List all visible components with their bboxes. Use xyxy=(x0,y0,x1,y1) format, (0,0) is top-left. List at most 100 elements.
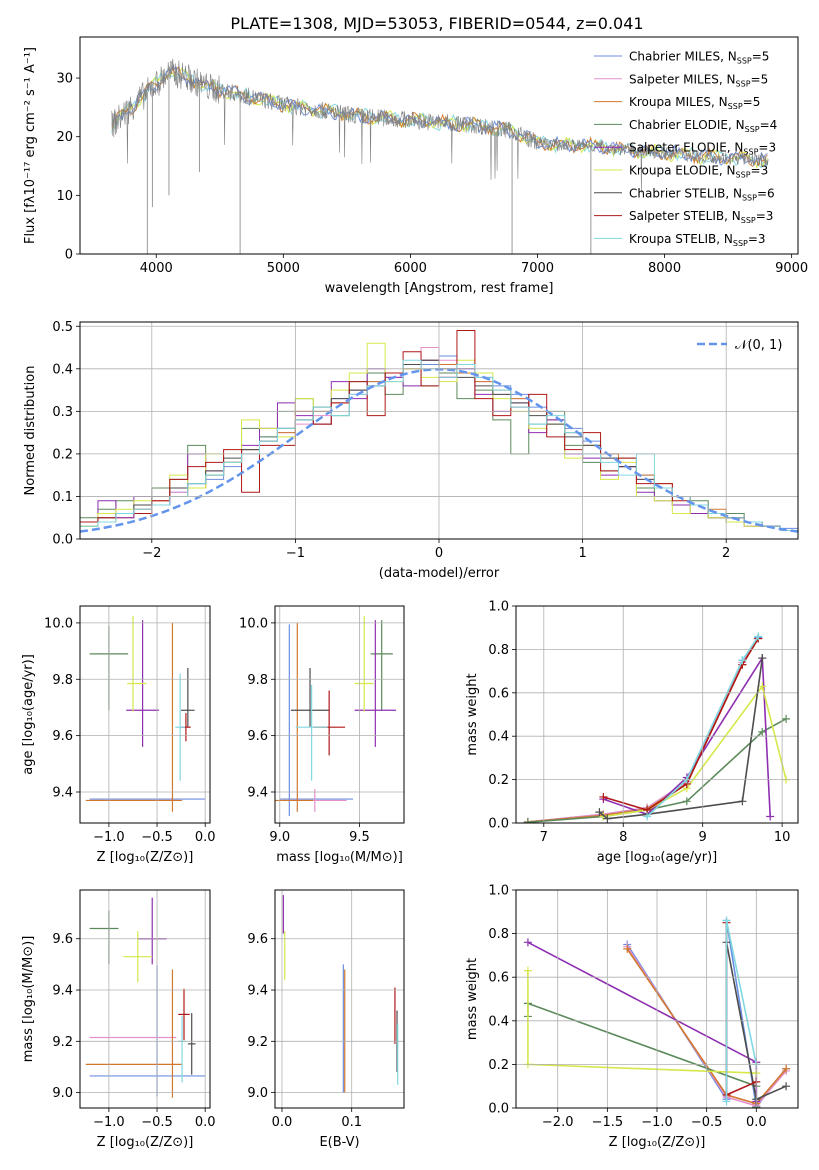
errorbar-8 xyxy=(295,684,328,781)
x-tick-label: 6000 xyxy=(394,261,427,276)
y-tick-label: 9.8 xyxy=(247,673,268,688)
x-tick-label: 4000 xyxy=(140,261,173,276)
weight-line-0 xyxy=(527,637,759,823)
weight-marker xyxy=(623,944,632,953)
x-tick-label: 0.1 xyxy=(341,1115,362,1130)
y-tick-label: 9.4 xyxy=(52,786,73,801)
errorbar-0 xyxy=(89,965,206,1097)
x-axis-label: age [log₁₀(age/yr)] xyxy=(597,850,718,865)
errorbar-5 xyxy=(127,615,147,712)
x-tick-label: −1.5 xyxy=(592,1115,624,1130)
panel-mass_vs_Z: −1.0 −0.5 0.0 9.0 9.2 9.4 9.6 Z [log₁₀(Z/Z⊙)] ma… xyxy=(21,889,216,1150)
plot-area-spectrum xyxy=(111,58,769,254)
weight-line-6 xyxy=(598,657,764,820)
y-tick-label: 0.4 xyxy=(52,362,73,377)
legend-label: Chabrier ELODIE, NSSP=4 xyxy=(629,118,777,134)
errorbar-0 xyxy=(279,624,354,816)
x-tick-label: −0.5 xyxy=(141,830,173,845)
y-tick-label: 9.8 xyxy=(52,673,73,688)
y-tick-label: 20 xyxy=(56,130,73,145)
weight-line-1 xyxy=(527,638,759,823)
axes-frame xyxy=(515,889,799,1109)
errorbar-5 xyxy=(123,931,153,983)
legend-label: Salpeter ELODIE, NSSP=3 xyxy=(629,141,776,157)
legend-label: Chabrier STELIB, NSSP=6 xyxy=(629,186,775,202)
spectrum-legend: Chabrier MILES, NSSP=5 Salpeter MILES, NS… xyxy=(594,50,777,248)
y-axis-label: Flux [fλ10⁻¹⁷ erg cm⁻² s⁻¹ A⁻¹] xyxy=(23,47,38,244)
axes-frame xyxy=(79,321,799,540)
errorbar-6 xyxy=(181,668,195,728)
y-tick-label: 0.2 xyxy=(488,1058,509,1073)
errorbar-4 xyxy=(137,897,167,965)
y-tick-label: 9.6 xyxy=(52,932,73,947)
spectrum-data xyxy=(111,58,769,193)
weight-marker xyxy=(758,727,767,736)
x-axis-label: Z [log₁₀(Z/Z⊙)] xyxy=(97,1135,194,1150)
panel-residuals: −2 −1 0 1 2 0.0 0.1 0.2 0.3 0.4 0.5 (data-model)/er… xyxy=(23,320,799,581)
y-axis-label: mass weight xyxy=(465,958,480,1040)
y-tick-label: 30 xyxy=(56,72,73,87)
panel-weight_vs_age: 7 8 9 10 0.0 0.2 0.4 0.6 0.8 1.0 age [log₁₀(age/yr… xyxy=(465,600,799,865)
axes-frame xyxy=(274,605,405,824)
y-tick-label: 9.6 xyxy=(52,729,73,744)
y-tick-label: 0.2 xyxy=(52,447,73,462)
y-tick-label: 0.4 xyxy=(488,730,509,745)
weight-marker xyxy=(643,812,652,821)
y-tick-label: 0.8 xyxy=(488,927,509,942)
axes-frame xyxy=(515,605,799,824)
x-tick-label: −0.5 xyxy=(691,1115,723,1130)
weight-line-4 xyxy=(527,941,758,1102)
y-tick-label: 0 xyxy=(65,248,73,263)
axes-frame xyxy=(274,889,405,1109)
y-tick-label: 10.0 xyxy=(44,616,73,631)
errorbar-4 xyxy=(354,620,397,747)
plot-area-mass_vs_ebv xyxy=(282,895,399,1093)
weight-marker xyxy=(599,792,608,801)
y-tick-label: 10.0 xyxy=(239,616,268,631)
weight-marker xyxy=(595,808,604,817)
weight-marker xyxy=(682,797,691,806)
x-tick-label: 0.0 xyxy=(272,1115,293,1130)
plot-area-age_vs_Z xyxy=(85,615,206,812)
errorbar-8 xyxy=(178,1015,186,1083)
legend-label: 𝒩(0, 1) xyxy=(735,338,782,353)
y-axis-label: age [log₁₀(age/yr)] xyxy=(21,654,36,775)
weight-marker xyxy=(722,916,731,925)
weight-marker xyxy=(782,1082,791,1091)
panel-age_vs_mass: 9.0 9.5 9.4 9.6 9.8 10.0 mass [log₁₀(M/M⊙)] xyxy=(239,605,405,865)
y-tick-label: 9.0 xyxy=(247,1086,268,1101)
x-tick-label: 1 xyxy=(578,546,586,561)
y-tick-label: 0.1 xyxy=(52,490,73,505)
weight-marker xyxy=(754,632,763,641)
errorbar-6 xyxy=(290,668,330,728)
y-tick-label: 9.6 xyxy=(247,729,268,744)
y-tick-label: 0.6 xyxy=(488,686,509,701)
axes-frame xyxy=(79,605,211,824)
y-tick-label: 9.6 xyxy=(247,932,268,947)
weight-marker xyxy=(523,938,532,947)
weight-marker xyxy=(738,656,747,665)
errorbar-6 xyxy=(187,1013,196,1075)
y-tick-label: 0.4 xyxy=(488,1014,509,1029)
weight-line-2 xyxy=(626,948,787,1105)
weight-marker xyxy=(523,818,532,823)
errorbar-7 xyxy=(313,690,346,756)
plot-area-mass_vs_Z xyxy=(85,897,206,1098)
weight-line-2 xyxy=(527,638,759,823)
weight-marker xyxy=(758,682,767,691)
y-tick-label: 0.3 xyxy=(52,405,73,420)
weight-line-8 xyxy=(646,635,759,818)
panel-mass_vs_ebv: 0.0 0.1 9.0 9.2 9.4 9.6 E(B-V) xyxy=(247,889,405,1150)
weight-marker xyxy=(603,814,612,823)
weight-line-5 xyxy=(527,970,757,1074)
x-axis-label: Z [log₁₀(Z/Z⊙)] xyxy=(97,850,194,865)
y-tick-label: 9.0 xyxy=(52,1086,73,1101)
legend-label: Salpeter STELIB, NSSP=3 xyxy=(629,209,773,225)
y-tick-label: 0.0 xyxy=(488,817,509,832)
y-tick-label: 9.4 xyxy=(247,786,268,801)
weight-marker xyxy=(758,654,767,663)
x-tick-label: 8 xyxy=(619,830,627,845)
x-tick-label: −1 xyxy=(286,546,305,561)
x-tick-label: 0.0 xyxy=(746,1115,767,1130)
